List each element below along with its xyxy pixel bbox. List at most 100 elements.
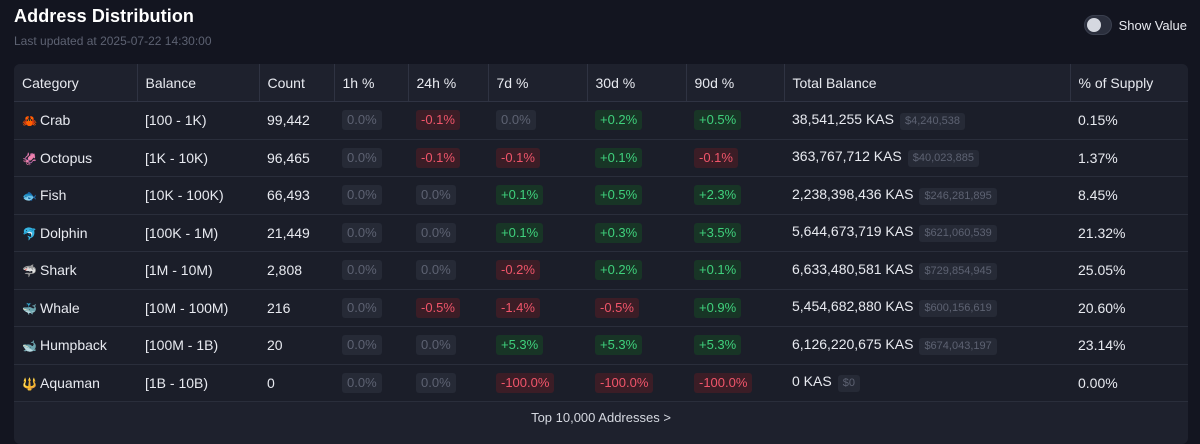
column-header[interactable]: 30d % — [586, 64, 686, 102]
pct-change-badge: +2.3% — [694, 185, 742, 206]
column-header[interactable]: Balance — [136, 64, 259, 102]
supply-percent-cell: 20.60% — [1070, 289, 1188, 327]
pct-change-badge: 0.0% — [416, 335, 456, 356]
toggle-label: Show Value — [1118, 17, 1187, 33]
total-balance-value: 5,454,682,880 KAS — [792, 298, 914, 315]
usd-value-badge: $621,060,539 — [919, 225, 997, 243]
pct-cell: +0.5% — [686, 101, 784, 140]
pct-change-badge: -1.4% — [496, 297, 540, 318]
balance-range-cell: [100M - 1B) — [137, 326, 259, 365]
page-title: Address Distribution — [14, 6, 195, 26]
pct-change-badge: -100.0% — [694, 372, 753, 393]
pct-cell: +5.3% — [587, 326, 686, 365]
table-header-row: Category Balance Count 1h % 24h % 7d % 30d % 90… — [14, 64, 1188, 102]
pct-cell: -100.0% — [488, 364, 587, 402]
column-header[interactable]: 24h % — [407, 64, 488, 102]
pct-cell: +0.2% — [587, 101, 686, 140]
category-cell: 🐳 Whale — [14, 289, 137, 327]
category-name: Dolphin — [40, 224, 88, 241]
pct-cell: +3.5% — [686, 214, 784, 252]
category-cell: 🐬 Dolphin — [14, 214, 137, 252]
pct-cell: 0.0% — [334, 214, 408, 252]
supply-percent-cell: 0.00% — [1070, 364, 1188, 402]
table-row[interactable]: 🦀 Crab [100 - 1K) 99,442 0.0% -0.1% 0.0% +0.2% +… — [14, 101, 1188, 140]
category-name: Whale — [40, 299, 80, 316]
usd-value-badge: $729,854,945 — [919, 262, 997, 280]
category-name: Crab — [40, 112, 71, 129]
column-header[interactable]: 1h % — [333, 64, 408, 102]
balance-range-cell: [10K - 100K) — [137, 176, 259, 215]
top-addresses-link[interactable]: Top 10,000 Addresses > — [531, 410, 671, 425]
supply-percent-cell: 8.45% — [1070, 176, 1188, 215]
pct-cell: +0.1% — [488, 176, 587, 215]
table-row[interactable]: 🐋 Humpback [100M - 1B) 20 0.0% 0.0% +5.3% +5.3%… — [14, 326, 1188, 365]
count-cell: 20 — [259, 326, 334, 365]
usd-value-badge: $674,043,197 — [919, 337, 997, 355]
category-name: Humpback — [40, 337, 107, 354]
crab-icon: 🦀 — [22, 114, 37, 129]
column-header[interactable]: 7d % — [487, 64, 587, 102]
count-cell: 66,493 — [259, 176, 334, 215]
pct-change-badge: 0.0% — [416, 372, 456, 393]
pct-cell: +0.1% — [488, 214, 587, 252]
pct-cell: -1.4% — [488, 289, 587, 327]
total-balance-cell: 6,633,480,581 KAS $729,854,945 — [784, 251, 1070, 290]
table-row[interactable]: 🐬 Dolphin [100K - 1M) 21,449 0.0% 0.0% +0.1% +0… — [14, 214, 1188, 252]
balance-range-cell: [1K - 10K) — [137, 139, 259, 177]
column-header[interactable]: Count — [258, 64, 334, 102]
pct-change-badge: +0.9% — [694, 297, 742, 318]
table-row[interactable]: 🐟 Fish [10K - 100K) 66,493 0.0% 0.0% +0.1% +0.5… — [14, 176, 1188, 215]
pct-change-badge: 0.0% — [416, 185, 456, 206]
pct-cell: +5.3% — [488, 326, 587, 365]
total-balance-value: 6,633,480,581 KAS — [792, 260, 914, 277]
table-row[interactable]: 🔱 Aquaman [1B - 10B) 0 0.0% 0.0% -100.0% -100.0… — [14, 364, 1188, 402]
count-cell: 2,808 — [259, 251, 334, 290]
usd-value-badge: $246,281,895 — [919, 187, 997, 205]
pct-cell: +0.2% — [587, 251, 686, 290]
last-updated-text: Last updated at 2025-07-22 14:30:00 — [14, 34, 212, 48]
pct-cell: +0.1% — [686, 251, 784, 290]
toggle-switch[interactable] — [1083, 15, 1112, 35]
column-header[interactable]: 90d % — [685, 64, 784, 102]
category-name: Shark — [40, 262, 77, 279]
total-balance-cell: 0 KAS $0 — [784, 364, 1070, 402]
pct-change-badge: 0.0% — [342, 372, 382, 393]
pct-cell: -0.1% — [408, 101, 488, 140]
show-value-toggle[interactable]: Show Value — [1083, 15, 1187, 35]
octopus-icon: 🦑 — [22, 151, 37, 166]
pct-change-badge: +3.5% — [694, 222, 742, 243]
total-balance-cell: 363,767,712 KAS $40,023,885 — [784, 139, 1070, 177]
balance-range-cell: [100 - 1K) — [137, 101, 259, 140]
toggle-knob — [1086, 18, 1101, 32]
usd-value-badge: $600,156,619 — [919, 300, 997, 318]
column-header[interactable]: % of Supply — [1069, 64, 1188, 102]
distribution-table: Category Balance Count 1h % 24h % 7d % 30d % 90… — [14, 64, 1188, 402]
total-balance-value: 363,767,712 KAS — [792, 148, 902, 165]
count-cell: 96,465 — [259, 139, 334, 177]
pct-change-badge: -0.2% — [496, 260, 540, 281]
pct-cell: +5.3% — [686, 326, 784, 365]
pct-change-badge: 0.0% — [416, 260, 456, 281]
pct-cell: -0.5% — [587, 289, 686, 327]
column-header[interactable]: Category — [14, 64, 137, 102]
pct-change-badge: +0.1% — [496, 222, 544, 243]
pct-cell: -100.0% — [686, 364, 784, 402]
table-row[interactable]: 🦑 Octopus [1K - 10K) 96,465 0.0% -0.1% -0.1% +0… — [14, 139, 1188, 177]
total-balance-cell: 5,454,682,880 KAS $600,156,619 — [784, 289, 1070, 327]
column-header[interactable]: Total Balance — [783, 64, 1070, 102]
pct-cell: 0.0% — [408, 176, 488, 215]
total-balance-value: 5,644,673,719 KAS — [792, 223, 914, 240]
total-balance-value: 6,126,220,675 KAS — [792, 335, 914, 352]
count-cell: 21,449 — [259, 214, 334, 252]
pct-cell: 0.0% — [488, 101, 587, 140]
pct-cell: -0.1% — [408, 139, 488, 177]
pct-cell: 0.0% — [408, 364, 488, 402]
table-row[interactable]: 🦈 Shark [1M - 10M) 2,808 0.0% 0.0% -0.2% +0.2% +… — [14, 251, 1188, 290]
pct-cell: +0.1% — [587, 139, 686, 177]
pct-cell: 0.0% — [334, 251, 408, 290]
pct-change-badge: -0.5% — [595, 297, 639, 318]
pct-cell: +2.3% — [686, 176, 784, 215]
pct-change-badge: -0.1% — [416, 147, 460, 168]
balance-range-cell: [1B - 10B) — [137, 364, 259, 402]
table-row[interactable]: 🐳 Whale [10M - 100M) 216 0.0% -0.5% -1.4% -0.5%… — [14, 289, 1188, 327]
